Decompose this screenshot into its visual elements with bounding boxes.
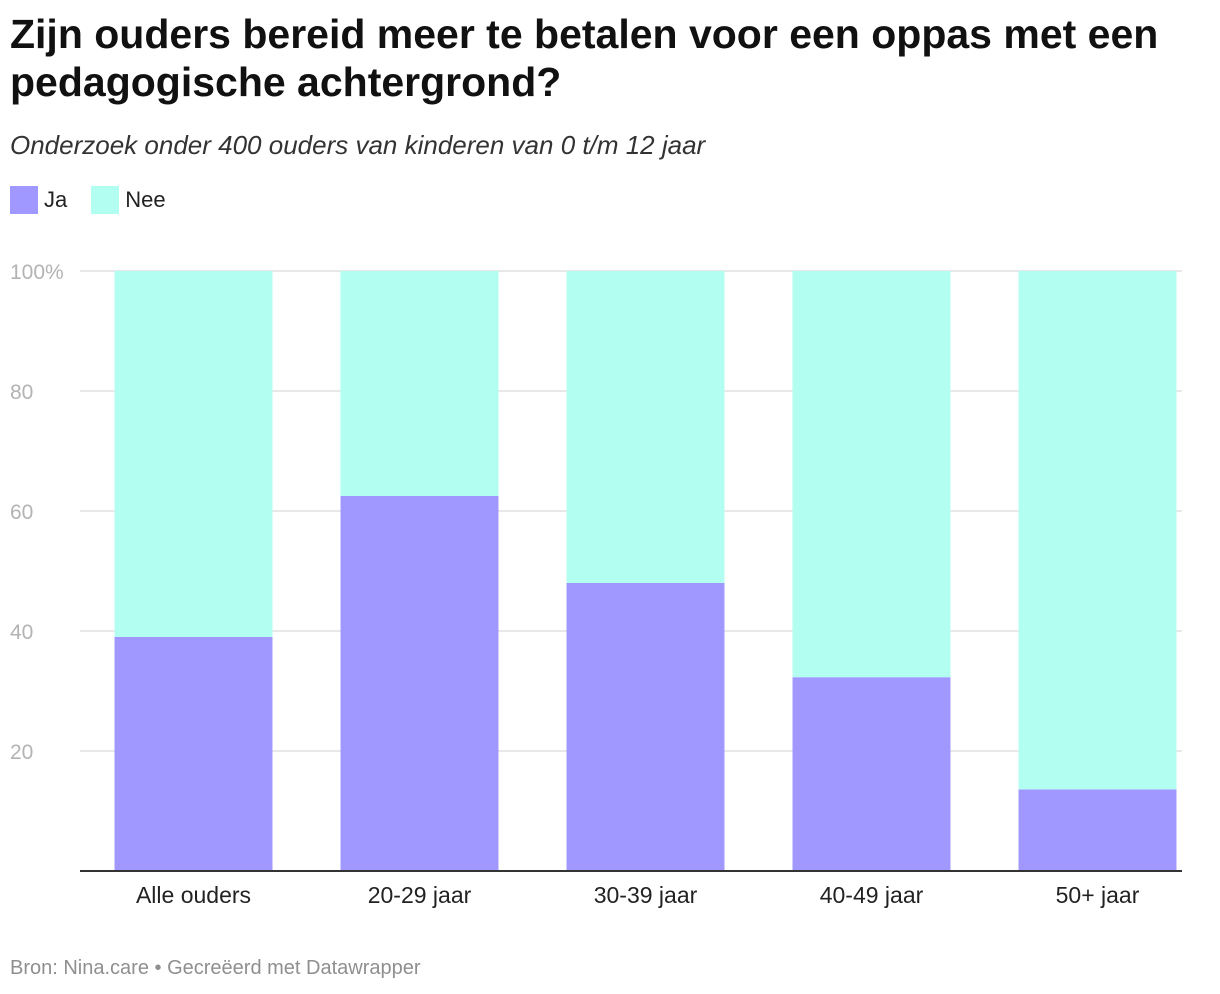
bar-nee-3	[792, 271, 951, 678]
y-tick-label-20: 20	[10, 741, 33, 764]
bar-ja-4	[1018, 789, 1177, 871]
x-category-label-3: 40-49 jaar	[820, 882, 924, 908]
x-category-label-4: 50+ jaar	[1056, 882, 1140, 908]
legend-label-nee: Nee	[125, 187, 166, 212]
x-category-label-1: 20-29 jaar	[368, 882, 472, 908]
legend-swatch-ja	[10, 186, 38, 214]
y-tick-label-80: 80	[10, 381, 33, 404]
bar-nee-2	[566, 271, 725, 583]
bars	[114, 271, 1177, 871]
legend-item-nee: Nee	[91, 186, 166, 214]
bar-ja-1	[340, 496, 499, 871]
bar-ja-0	[114, 637, 273, 871]
y-tick-label-40: 40	[10, 621, 33, 644]
chart-subtitle: Onderzoek onder 400 ouders van kinderen …	[10, 130, 706, 160]
bar-ja-3	[792, 677, 951, 871]
source-note: Bron: Nina.care • Gecreëerd met Datawrap…	[10, 957, 421, 979]
axes: 20 40 60 80 100% Alle ouders 20-29 jaar 30-39 j…	[10, 261, 1182, 908]
legend-swatch-nee	[91, 186, 120, 214]
legend-item-ja: Ja	[10, 186, 67, 214]
y-tick-label-60: 60	[10, 501, 33, 524]
chart-title: Zijn ouders bereid meer te betalen voor …	[10, 11, 1159, 105]
bar-nee-1	[340, 271, 499, 496]
x-category-label-2: 30-39 jaar	[594, 882, 698, 908]
bar-nee-4	[1018, 271, 1177, 790]
bar-nee-0	[114, 271, 273, 637]
x-category-label-0: Alle ouders	[136, 882, 251, 908]
legend: Ja Nee	[10, 186, 190, 214]
bar-ja-2	[566, 583, 725, 871]
y-tick-label-100: 100%	[10, 261, 64, 284]
legend-label-ja: Ja	[44, 187, 68, 212]
